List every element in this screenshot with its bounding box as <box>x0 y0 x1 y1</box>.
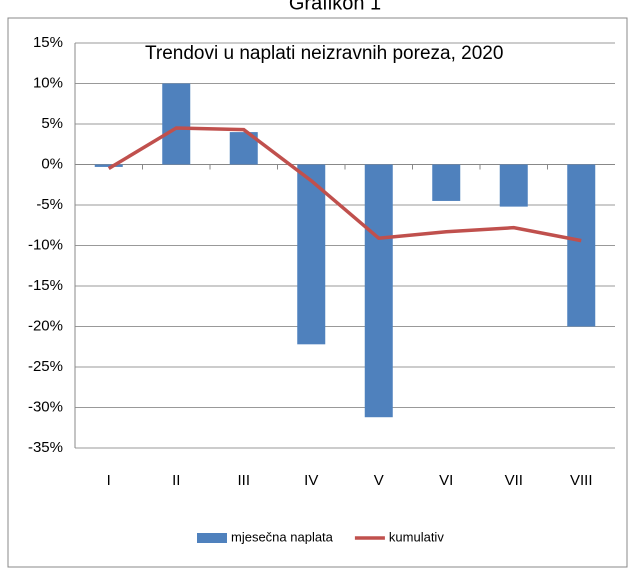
bar <box>567 164 596 327</box>
x-tick-label: VIII <box>570 472 593 489</box>
x-tick-label: III <box>237 472 250 489</box>
y-tick-label: 10% <box>33 74 63 91</box>
y-tick-label: 15% <box>33 34 63 51</box>
x-tick-label: VII <box>505 472 523 489</box>
y-tick-label: 0% <box>41 155 63 172</box>
bar <box>364 164 393 418</box>
x-tick-label: I <box>107 472 111 489</box>
bar <box>432 164 461 201</box>
legend-swatch <box>197 533 227 543</box>
y-tick-label: -10% <box>28 236 63 253</box>
y-tick-label: 5% <box>41 115 63 132</box>
y-tick-label: -30% <box>28 398 63 415</box>
y-tick-label: -20% <box>28 317 63 334</box>
x-tick-label: IV <box>304 472 318 489</box>
y-tick-label: -5% <box>36 196 63 213</box>
line <box>107 126 582 243</box>
bar <box>499 164 528 207</box>
x-tick-label: II <box>172 472 180 489</box>
bar <box>94 164 123 167</box>
bar <box>297 164 326 345</box>
caption: Grafikon 1 <box>289 0 381 14</box>
y-tick-label: -25% <box>28 358 63 375</box>
chart-title: Trendovi u naplati neizravnih poreza, 20… <box>145 43 503 64</box>
legend-label: mjesečna naplata <box>231 529 334 544</box>
y-tick-label: -35% <box>28 439 63 456</box>
x-tick-label: VI <box>439 472 453 489</box>
y-tick-label: -15% <box>28 277 63 294</box>
x-tick-label: V <box>374 472 384 489</box>
legend-label: kumulativ <box>389 529 444 544</box>
bar <box>162 83 191 165</box>
